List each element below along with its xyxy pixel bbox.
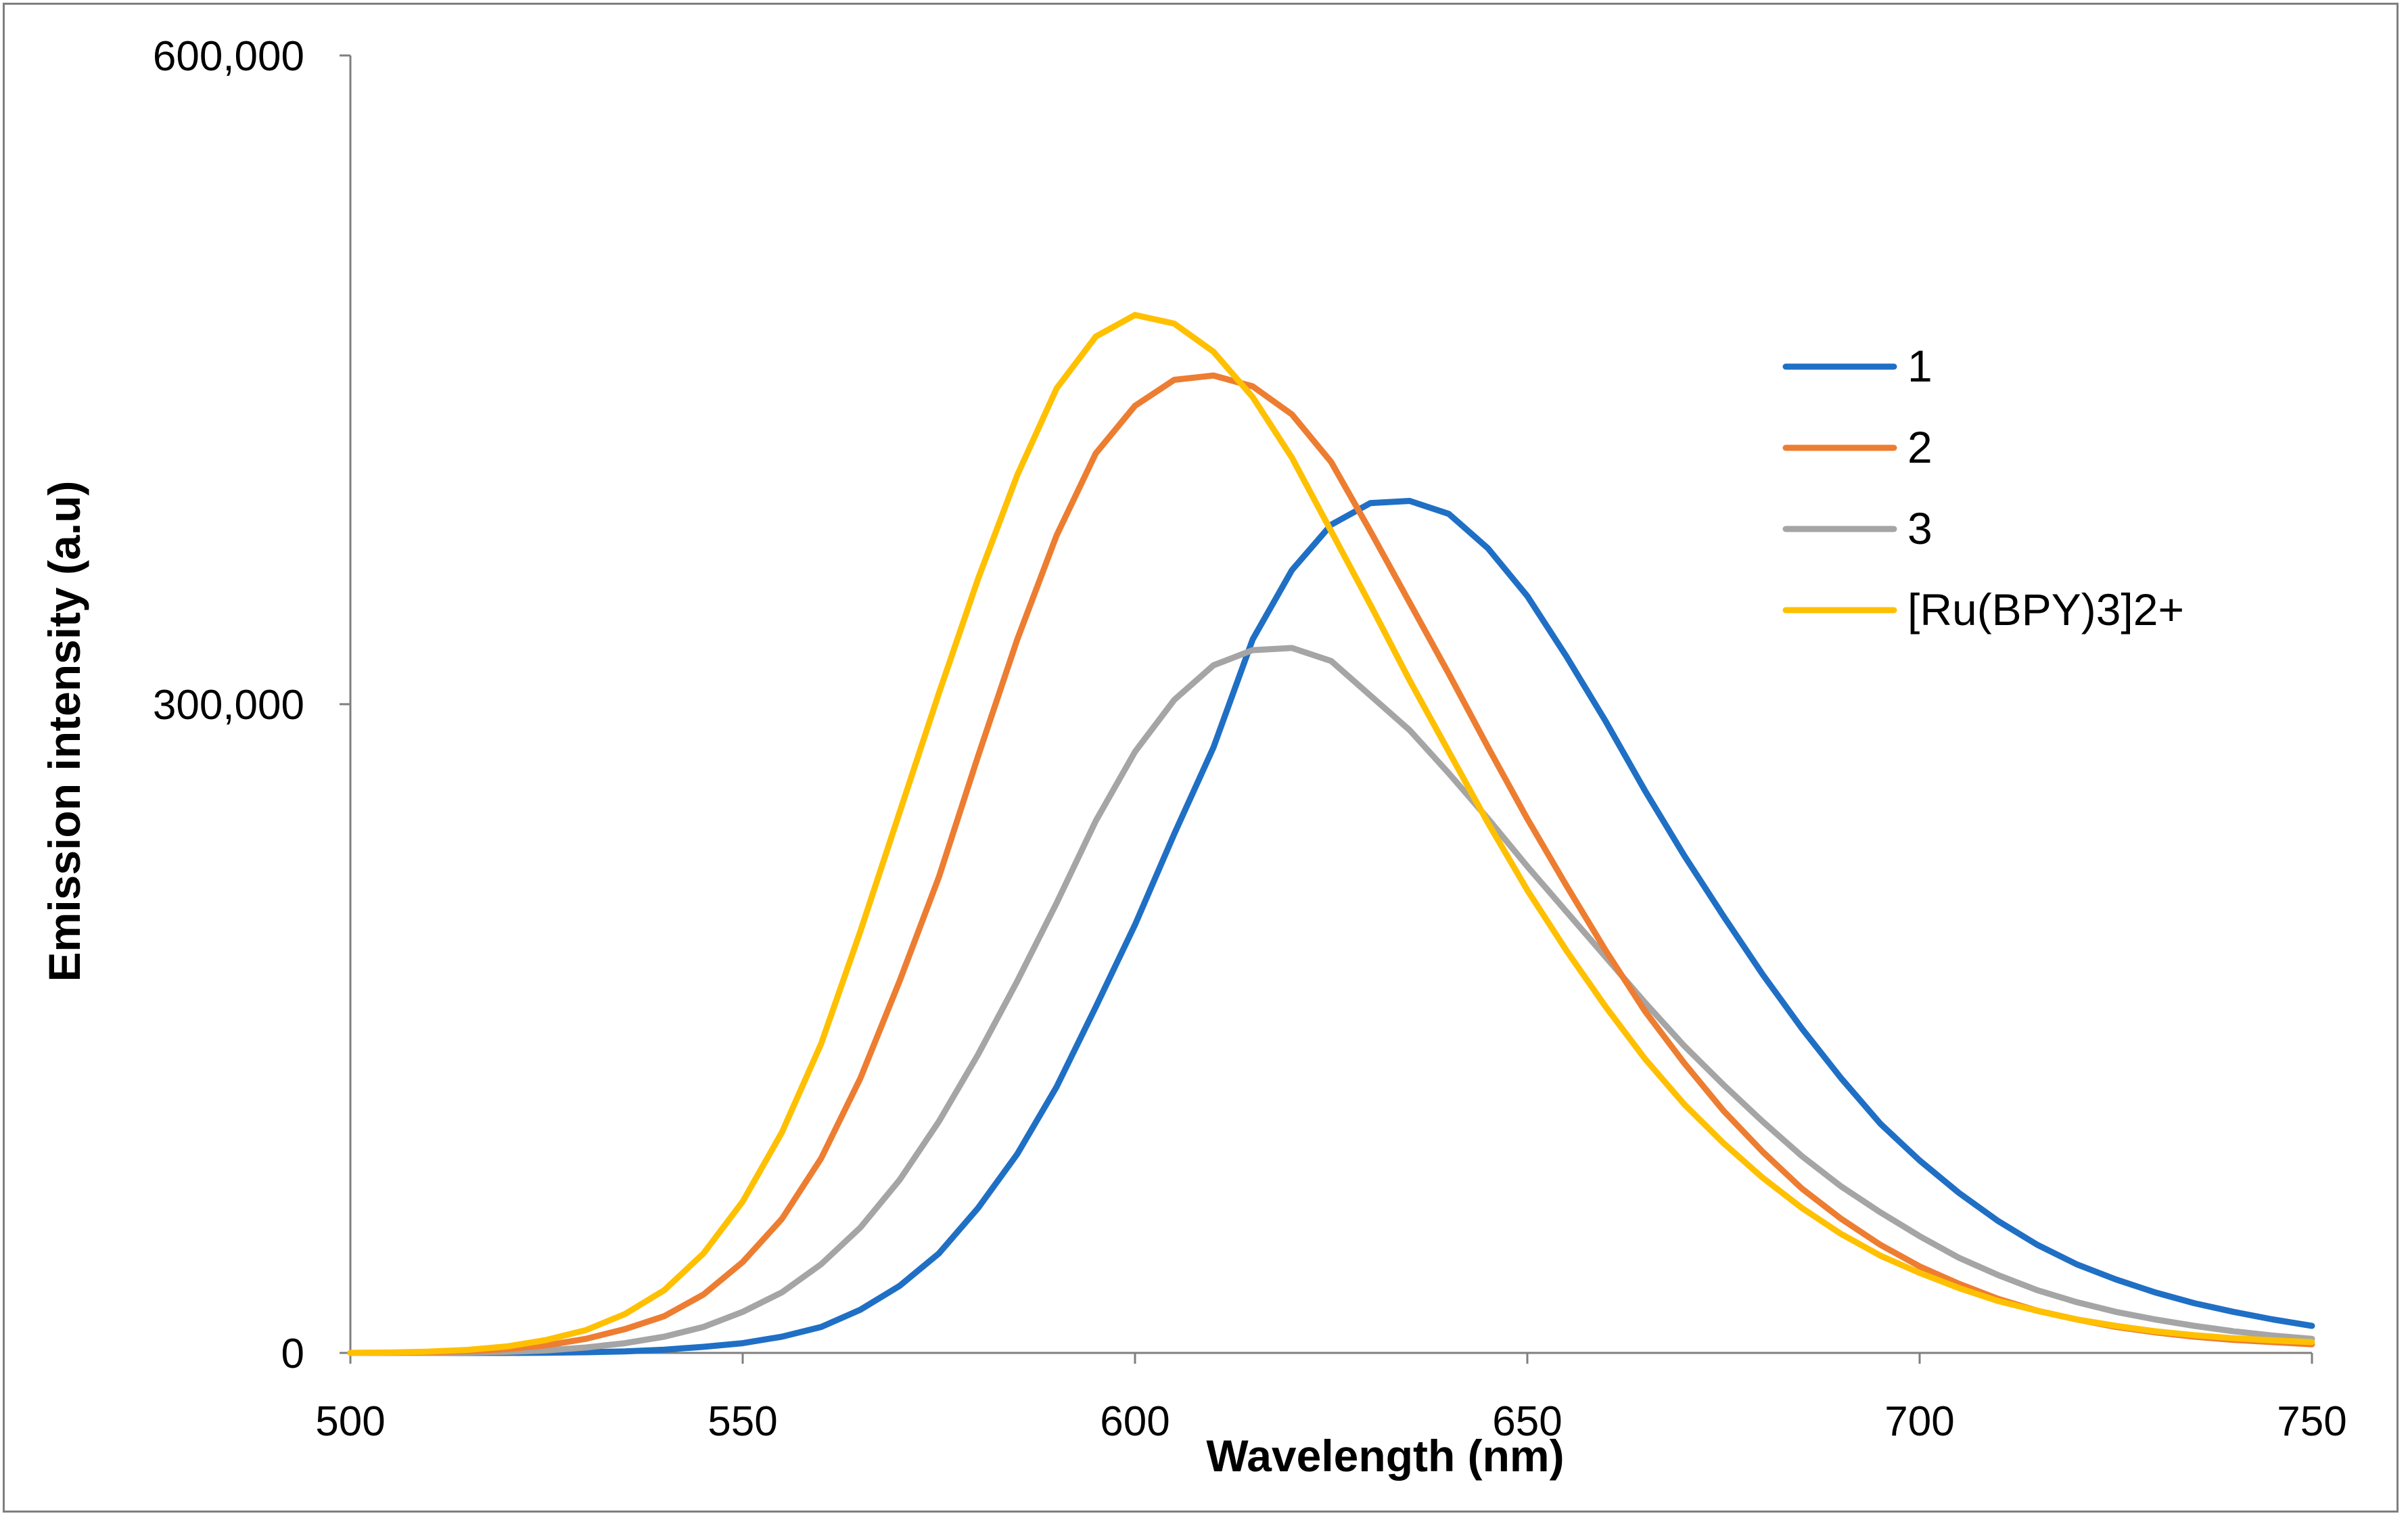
legend-label: 1 bbox=[1907, 341, 1932, 391]
series-lines bbox=[347, 312, 2315, 1356]
y-tick-label: 600,000 bbox=[153, 33, 304, 80]
x-tick-label: 750 bbox=[2277, 1398, 2346, 1445]
legend-label: 2 bbox=[1907, 422, 1932, 472]
legend: 1 2 3 [Ru(BPY)3]2+ bbox=[1782, 341, 2184, 635]
x-axis-title: Wavelength (nm) bbox=[1206, 1431, 1564, 1481]
series-line-2 bbox=[347, 645, 2315, 1356]
x-tick-label: 650 bbox=[1492, 1398, 1562, 1445]
x-ticks: 500 550 600 650 700 750 bbox=[315, 1353, 2347, 1445]
x-tick-label: 700 bbox=[1884, 1398, 1954, 1445]
legend-label: [Ru(BPY)3]2+ bbox=[1907, 584, 2184, 635]
series-line-0 bbox=[347, 498, 2315, 1356]
x-tick-label: 500 bbox=[315, 1398, 385, 1445]
x-tick-label: 600 bbox=[1100, 1398, 1170, 1445]
chart-frame bbox=[3, 3, 2399, 1513]
x-tick-label: 550 bbox=[708, 1398, 777, 1445]
y-tick-label: 0 bbox=[281, 1331, 304, 1377]
axes: 500 550 600 650 700 750 0 300,000 600,000 bbox=[153, 33, 2347, 1445]
series-line-3 bbox=[347, 312, 2315, 1356]
y-ticks: 0 300,000 600,000 bbox=[153, 33, 350, 1377]
legend-label: 3 bbox=[1907, 503, 1932, 553]
y-tick-label: 300,000 bbox=[153, 682, 304, 729]
y-axis-title: Emission intensity (a.u) bbox=[39, 481, 89, 982]
